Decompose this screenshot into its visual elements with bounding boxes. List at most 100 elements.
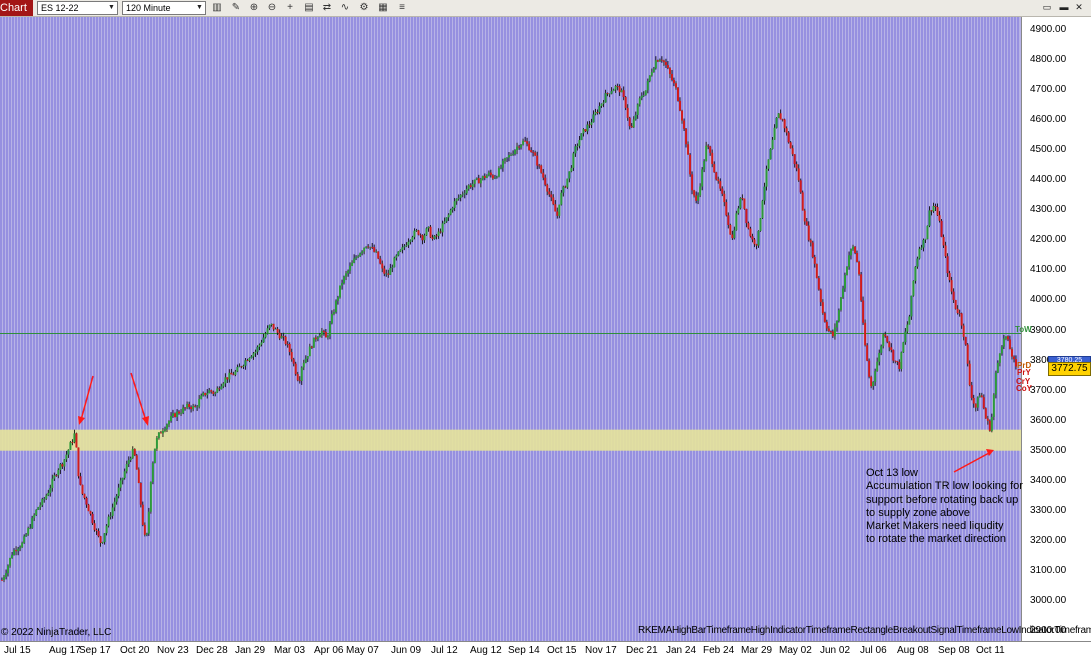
candle-body [23, 536, 26, 543]
restore-icon[interactable]: ▭ [1042, 2, 1052, 12]
crosshair-icon[interactable]: + [287, 2, 293, 13]
price-tick-label: 4400.00 [1030, 174, 1067, 186]
close-icon[interactable]: ✕ [1075, 2, 1083, 12]
candle-body [693, 190, 696, 196]
candle-body [944, 245, 947, 257]
candle-body [910, 295, 913, 317]
candle-body [846, 266, 848, 275]
candle-body [304, 358, 307, 363]
candle-body [461, 194, 464, 196]
candle-body [91, 513, 94, 524]
interval-selector[interactable]: 120 Minute ▼ [122, 1, 206, 15]
candle-body [322, 330, 325, 332]
candle-body [753, 239, 756, 245]
candle-body [848, 255, 851, 267]
candle-body [389, 267, 392, 275]
properties-icon[interactable]: ▦ [378, 2, 388, 13]
session-breaks [0, 17, 1019, 641]
candle-body [888, 341, 891, 348]
candle-body [43, 498, 46, 500]
candle-body [501, 160, 504, 168]
candle-body [236, 367, 239, 372]
candle-body [258, 344, 261, 347]
price-chart-panel[interactable] [0, 17, 1021, 641]
date-tick-label: Nov 17 [585, 645, 617, 656]
candle-body [534, 152, 537, 156]
candle-body [99, 536, 102, 544]
candle-body [318, 335, 321, 338]
candle-body [630, 126, 633, 128]
price-axis[interactable] [1021, 17, 1091, 641]
candle-body [310, 346, 313, 348]
candle-body [966, 344, 969, 364]
candle-body [459, 194, 462, 198]
candle-body [522, 140, 525, 145]
candle-body [890, 347, 893, 351]
candle-body [33, 514, 36, 518]
candle-body [733, 230, 736, 239]
candle-body [13, 550, 16, 555]
candle-body [129, 458, 132, 461]
candle-body [864, 322, 867, 346]
candle-body [172, 413, 175, 417]
candle-body [660, 59, 663, 61]
price-tick-label: 3000.00 [1030, 594, 1067, 606]
candle-body [409, 240, 412, 242]
bar-type-icon[interactable]: ▥ [212, 2, 222, 13]
chart-tab[interactable]: Chart [0, 0, 33, 16]
candle-body [930, 210, 933, 212]
candle-body [381, 263, 384, 269]
candle-body [330, 313, 333, 324]
candle-body [924, 238, 927, 240]
candle-body [936, 206, 939, 216]
candle-body [906, 324, 909, 332]
zoom-in-icon[interactable]: ⊕ [249, 2, 259, 13]
candle-body [266, 328, 269, 334]
strategies-icon[interactable]: ⚙ [359, 2, 369, 13]
date-axis[interactable] [0, 641, 1091, 663]
candle-body [662, 60, 665, 62]
candle-body [699, 186, 702, 196]
date-tick-label: Jun 09 [391, 645, 422, 656]
candle-body [996, 362, 999, 373]
candle-body [93, 523, 96, 530]
candle-body [184, 407, 187, 409]
menu-icon[interactable]: ≡ [399, 2, 405, 13]
instrument-selector[interactable]: ES 12-22 ▼ [37, 1, 118, 15]
candle-body [343, 276, 346, 284]
candle-body [296, 374, 299, 381]
candle-body [431, 237, 434, 239]
price-tick-label: 4900.00 [1030, 24, 1067, 35]
indicators-icon[interactable]: ∿ [340, 2, 350, 13]
candle-body [908, 316, 911, 325]
drawing-tools-icon[interactable]: ✎ [231, 2, 241, 13]
candle-body [508, 155, 510, 158]
zoom-out-icon[interactable]: ⊖ [267, 2, 277, 13]
candle-body [339, 285, 341, 298]
candle-body [843, 274, 846, 289]
candle-body [202, 392, 205, 396]
data-box-icon[interactable]: ▤ [304, 2, 314, 13]
candle-body [646, 81, 649, 91]
candle-body [781, 119, 784, 121]
chart-trader-icon[interactable]: ⇄ [322, 2, 332, 13]
candle-body [878, 352, 881, 362]
candle-body [787, 132, 790, 143]
candle-body [262, 337, 265, 343]
candle-body [109, 515, 112, 517]
candle-body [63, 459, 66, 467]
candle-body [992, 394, 995, 417]
candle-body [47, 492, 50, 496]
candle-body [328, 323, 331, 336]
date-tick-label: Aug 08 [897, 645, 929, 656]
candle-body [127, 460, 130, 465]
candle-body [254, 351, 257, 354]
candle-body [668, 68, 671, 75]
candle-body [858, 261, 861, 275]
candle-body [554, 204, 557, 212]
candle-body [97, 531, 100, 537]
candle-body [445, 217, 448, 222]
candle-body [399, 249, 402, 252]
minimize-icon[interactable]: ▬ [1059, 2, 1069, 12]
candle-body [238, 366, 241, 368]
